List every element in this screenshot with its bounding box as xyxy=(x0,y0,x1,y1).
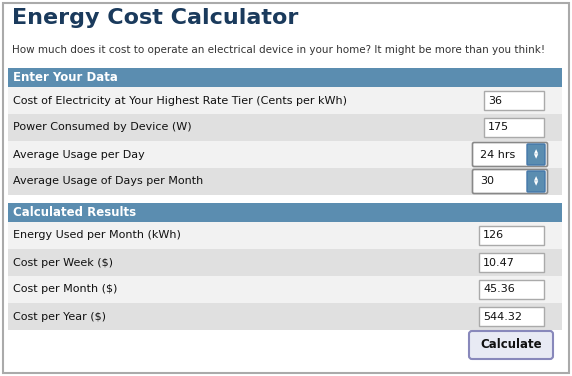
FancyBboxPatch shape xyxy=(479,226,544,245)
FancyBboxPatch shape xyxy=(479,280,544,299)
Text: ▼: ▼ xyxy=(534,155,538,159)
Text: Cost of Electricity at Your Highest Rate Tier (Cents per kWh): Cost of Electricity at Your Highest Rate… xyxy=(13,96,347,106)
Text: Cost per Year ($): Cost per Year ($) xyxy=(13,311,106,321)
Text: Energy Used per Month (kWh): Energy Used per Month (kWh) xyxy=(13,230,181,241)
Text: 24 hrs: 24 hrs xyxy=(480,150,515,159)
FancyBboxPatch shape xyxy=(8,87,562,114)
Text: 544.32: 544.32 xyxy=(483,311,522,321)
FancyBboxPatch shape xyxy=(3,3,569,373)
FancyBboxPatch shape xyxy=(8,203,562,222)
FancyBboxPatch shape xyxy=(8,168,562,195)
Text: Enter Your Data: Enter Your Data xyxy=(13,71,118,84)
Text: 126: 126 xyxy=(483,230,504,241)
FancyBboxPatch shape xyxy=(8,141,562,168)
Text: ▼: ▼ xyxy=(534,182,538,186)
FancyBboxPatch shape xyxy=(8,68,562,87)
Text: 45.36: 45.36 xyxy=(483,285,515,294)
FancyBboxPatch shape xyxy=(472,143,547,167)
Text: Power Consumed by Device (W): Power Consumed by Device (W) xyxy=(13,123,192,132)
Text: ▲: ▲ xyxy=(534,176,538,182)
FancyBboxPatch shape xyxy=(8,222,562,249)
Text: 10.47: 10.47 xyxy=(483,258,515,267)
Text: Energy Cost Calculator: Energy Cost Calculator xyxy=(12,8,299,28)
FancyBboxPatch shape xyxy=(8,276,562,303)
FancyBboxPatch shape xyxy=(527,144,545,165)
FancyBboxPatch shape xyxy=(479,307,544,326)
Text: ▲: ▲ xyxy=(534,150,538,155)
Text: Cost per Week ($): Cost per Week ($) xyxy=(13,258,113,267)
Text: Calculate: Calculate xyxy=(480,338,542,352)
FancyBboxPatch shape xyxy=(8,114,562,141)
FancyBboxPatch shape xyxy=(479,253,544,272)
FancyBboxPatch shape xyxy=(8,303,562,330)
Text: How much does it cost to operate an electrical device in your home? It might be : How much does it cost to operate an elec… xyxy=(12,45,545,55)
FancyBboxPatch shape xyxy=(472,170,547,194)
Text: Cost per Month ($): Cost per Month ($) xyxy=(13,285,117,294)
Text: Average Usage of Days per Month: Average Usage of Days per Month xyxy=(13,176,203,186)
Text: Average Usage per Day: Average Usage per Day xyxy=(13,150,145,159)
Text: 36: 36 xyxy=(488,96,502,106)
FancyBboxPatch shape xyxy=(484,118,544,137)
Text: Calculated Results: Calculated Results xyxy=(13,206,136,219)
FancyBboxPatch shape xyxy=(527,171,545,192)
Text: 30: 30 xyxy=(480,176,494,186)
Text: 175: 175 xyxy=(488,123,509,132)
FancyBboxPatch shape xyxy=(8,249,562,276)
FancyBboxPatch shape xyxy=(469,331,553,359)
FancyBboxPatch shape xyxy=(484,91,544,110)
